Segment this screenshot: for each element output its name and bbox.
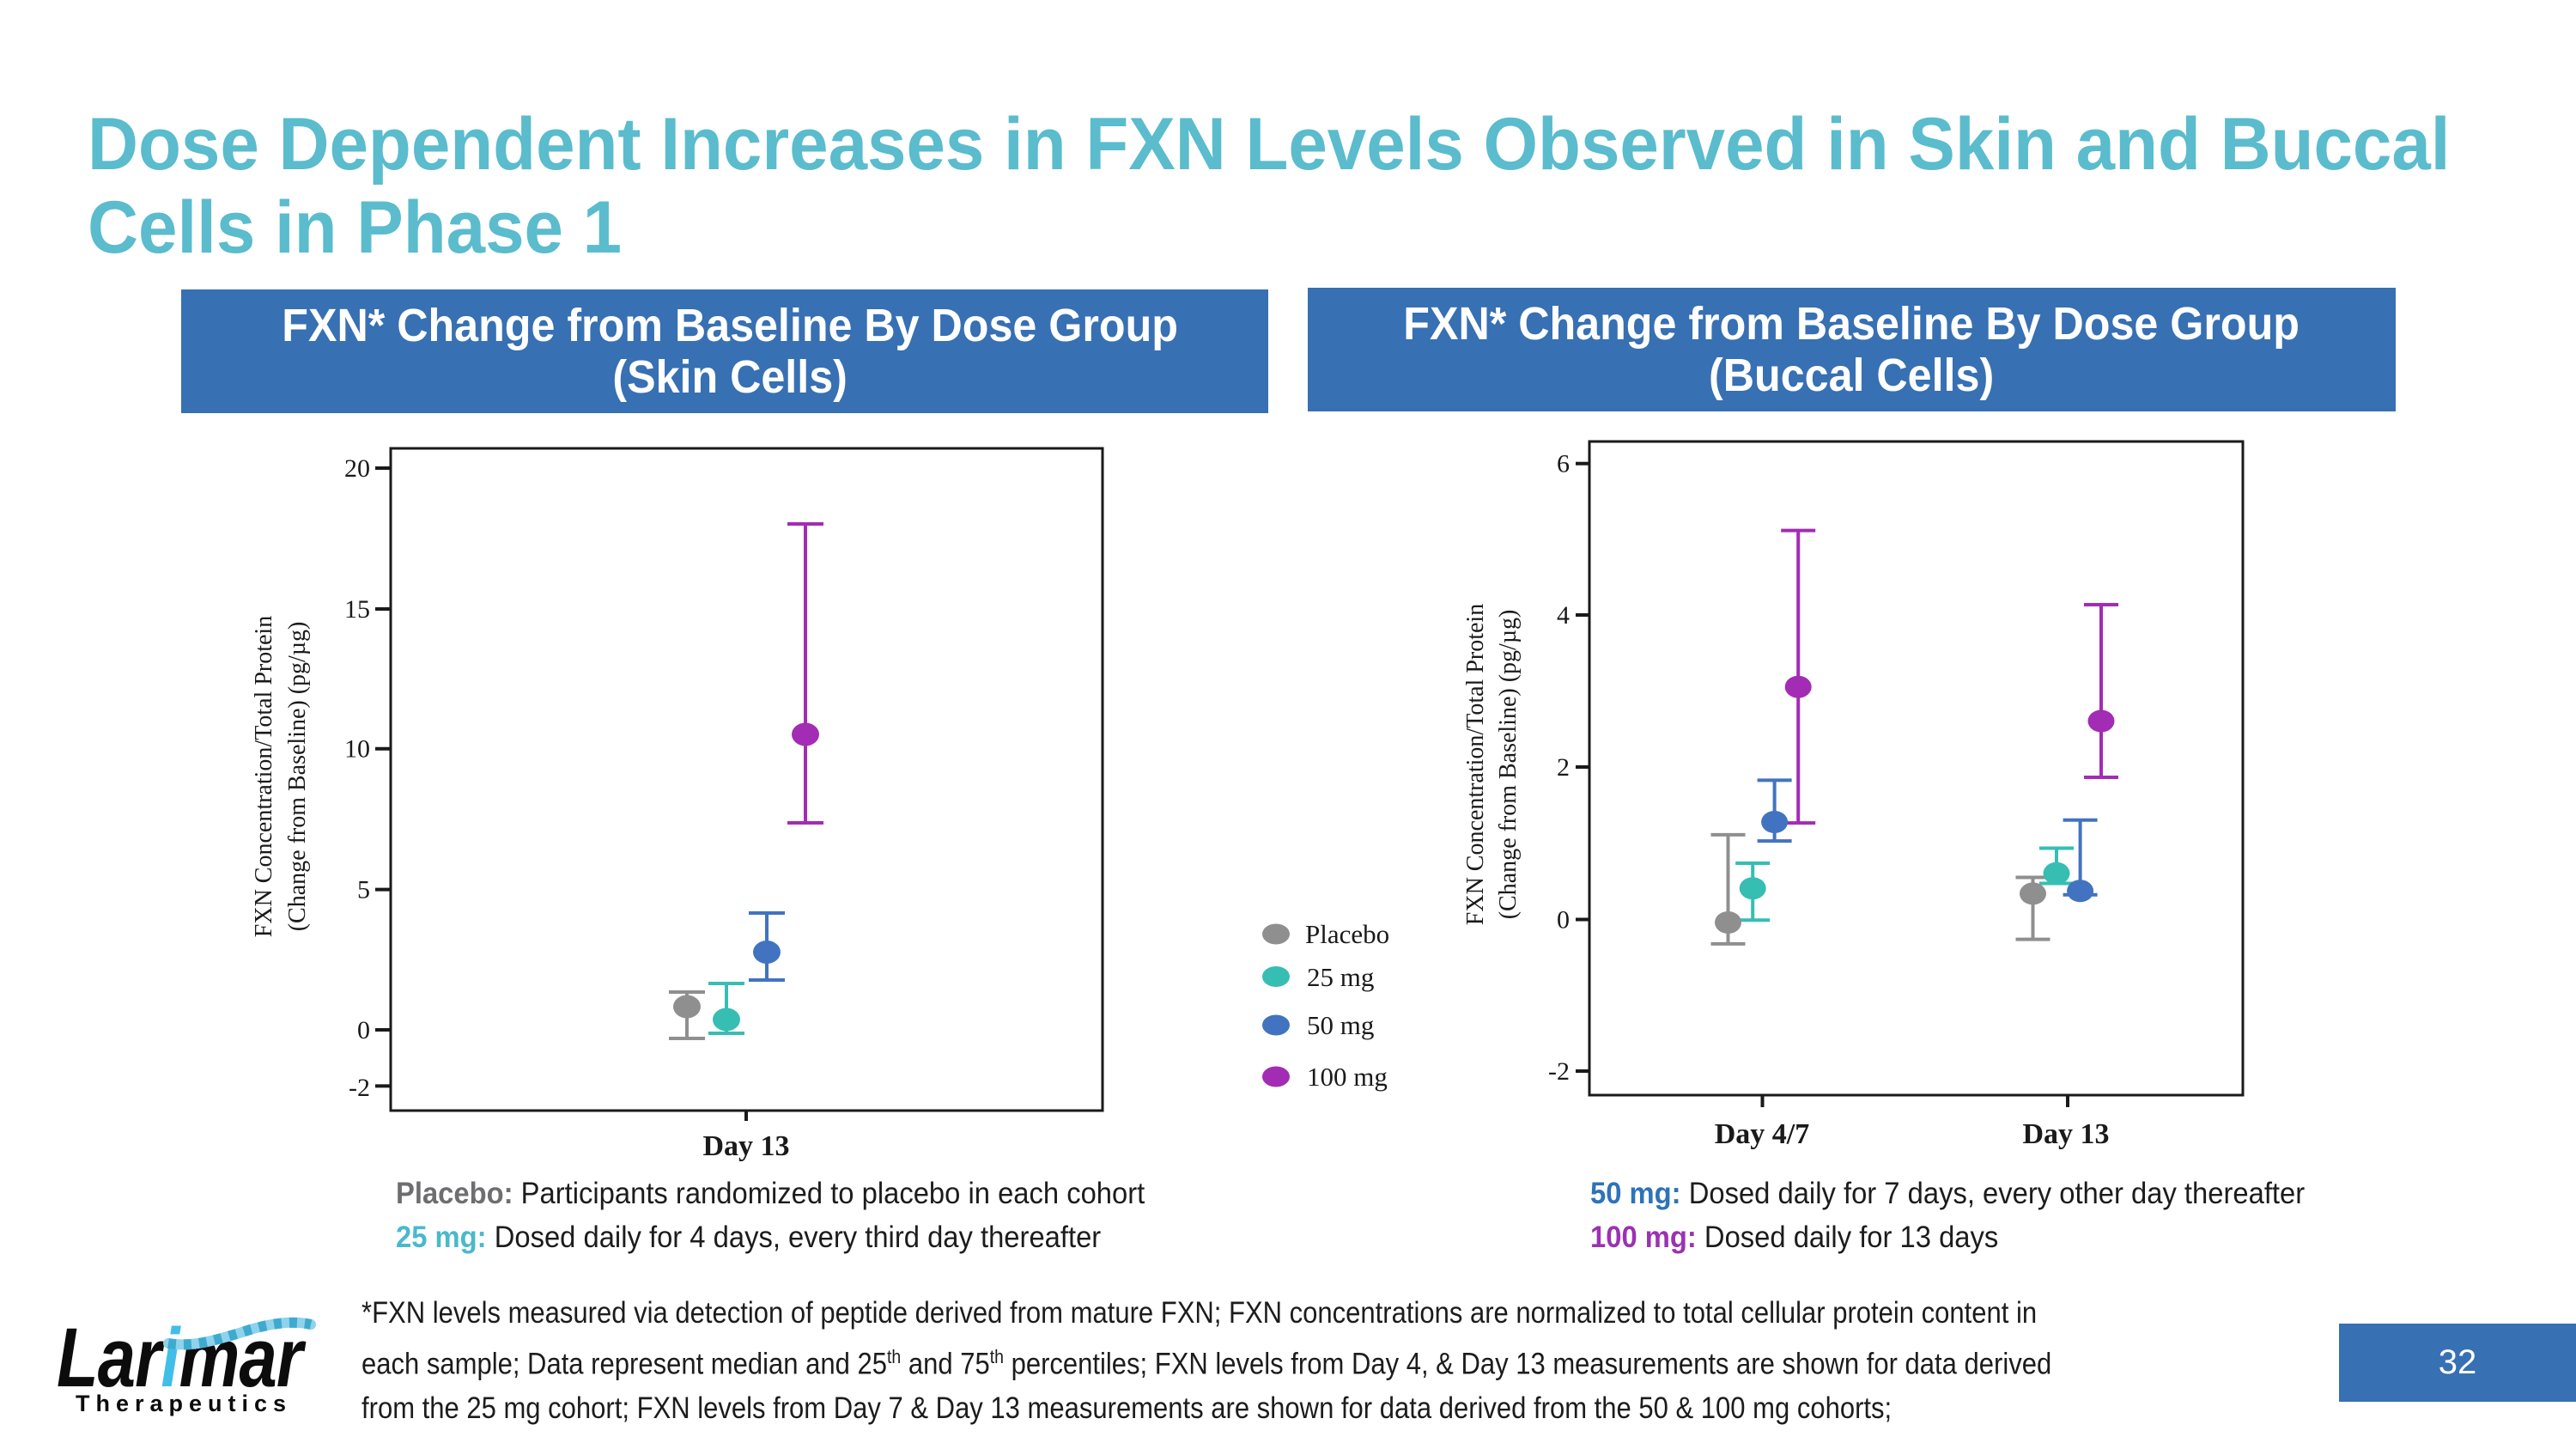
svg-text:4: 4: [1557, 601, 1570, 630]
svg-text:25 mg: 25 mg: [1307, 962, 1374, 992]
svg-text:20: 20: [344, 454, 370, 483]
svg-text:0: 0: [1557, 906, 1570, 935]
svg-text:Day 13: Day 13: [702, 1130, 789, 1162]
svg-text:0: 0: [357, 1016, 370, 1044]
svg-text:2: 2: [1557, 753, 1570, 782]
svg-text:6: 6: [1557, 450, 1570, 478]
svg-text:-2: -2: [349, 1074, 370, 1102]
svg-text:Day 4/7: Day 4/7: [1715, 1118, 1810, 1150]
svg-text:Day 13: Day 13: [2022, 1118, 2109, 1150]
svg-text:5: 5: [357, 876, 370, 904]
svg-text:50 mg: 50 mg: [1307, 1010, 1374, 1040]
svg-text:Placebo: Placebo: [1305, 919, 1389, 949]
svg-text:FXN Concentration/Total Protei: FXN Concentration/Total Protein: [1462, 604, 1489, 925]
svg-text:15: 15: [344, 595, 370, 624]
svg-text:-2: -2: [1548, 1057, 1570, 1086]
svg-text:(Change from Baseline) (pg/µg): (Change from Baseline) (pg/µg): [1495, 610, 1522, 920]
svg-text:FXN Concentration/Total Protei: FXN Concentration/Total Protein: [251, 616, 277, 937]
svg-text:10: 10: [344, 735, 370, 764]
svg-text:100 mg: 100 mg: [1307, 1062, 1388, 1092]
svg-text:(Change from Baseline) (pg/µg): (Change from Baseline) (pg/µg): [284, 622, 311, 932]
